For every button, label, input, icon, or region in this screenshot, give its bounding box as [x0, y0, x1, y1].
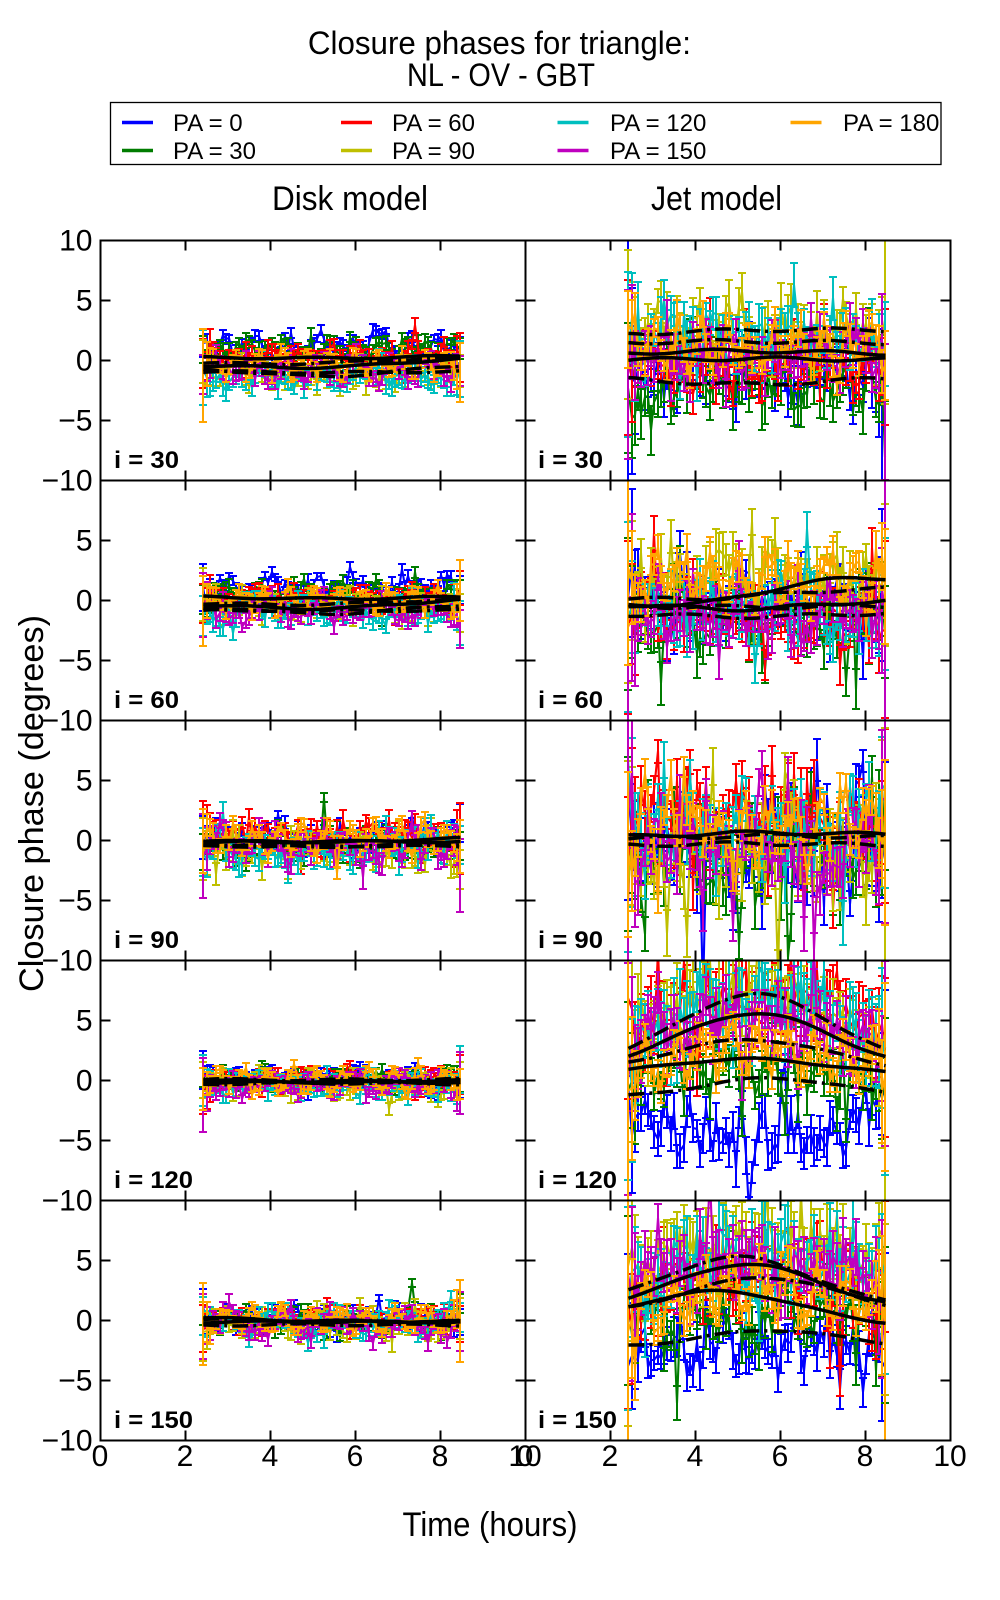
svg-text:PA = 180: PA = 180 — [843, 110, 939, 137]
svg-text:0: 0 — [76, 585, 93, 618]
svg-text:−10: −10 — [42, 465, 93, 498]
svg-text:8: 8 — [857, 1440, 874, 1473]
svg-text:PA = 120: PA = 120 — [610, 110, 706, 137]
svg-text:−5: −5 — [58, 405, 92, 438]
svg-text:−5: −5 — [58, 1365, 92, 1398]
svg-text:i = 60: i = 60 — [114, 687, 179, 714]
svg-text:PA = 90: PA = 90 — [392, 138, 475, 165]
svg-text:5: 5 — [76, 765, 93, 798]
svg-text:10: 10 — [508, 1440, 541, 1473]
svg-text:6: 6 — [347, 1440, 364, 1473]
svg-text:−5: −5 — [58, 645, 92, 678]
svg-text:i = 120: i = 120 — [114, 1167, 193, 1194]
svg-text:6: 6 — [772, 1440, 789, 1473]
svg-text:8: 8 — [432, 1440, 449, 1473]
svg-text:10: 10 — [933, 1440, 966, 1473]
svg-text:0: 0 — [76, 345, 93, 378]
svg-text:−10: −10 — [42, 705, 93, 738]
svg-text:5: 5 — [76, 1245, 93, 1278]
svg-text:PA = 30: PA = 30 — [173, 138, 256, 165]
svg-text:−10: −10 — [42, 945, 93, 978]
svg-text:i = 30: i = 30 — [114, 447, 179, 474]
svg-text:−5: −5 — [58, 885, 92, 918]
svg-text:−10: −10 — [42, 1425, 93, 1458]
svg-text:5: 5 — [76, 285, 93, 318]
svg-text:i = 30: i = 30 — [538, 447, 603, 474]
svg-text:−5: −5 — [58, 1125, 92, 1158]
svg-text:0: 0 — [517, 1440, 534, 1473]
svg-text:−10: −10 — [42, 1185, 93, 1218]
svg-text:PA = 60: PA = 60 — [392, 110, 475, 137]
svg-text:5: 5 — [76, 525, 93, 558]
svg-text:i = 120: i = 120 — [538, 1167, 617, 1194]
svg-text:4: 4 — [262, 1440, 279, 1473]
svg-text:Closure phases for triangle:: Closure phases for triangle: — [308, 25, 691, 61]
svg-text:2: 2 — [602, 1440, 619, 1473]
svg-text:0: 0 — [76, 1065, 93, 1098]
svg-text:i = 90: i = 90 — [114, 927, 179, 954]
svg-text:Jet model: Jet model — [651, 180, 782, 218]
svg-text:PA = 0: PA = 0 — [173, 110, 243, 137]
svg-text:4: 4 — [687, 1440, 704, 1473]
svg-text:PA = 150: PA = 150 — [610, 138, 706, 165]
svg-text:Closure phase (degrees): Closure phase (degrees) — [13, 615, 51, 992]
svg-text:0: 0 — [76, 1305, 93, 1338]
svg-text:i = 150: i = 150 — [538, 1407, 617, 1434]
svg-text:i = 150: i = 150 — [114, 1407, 193, 1434]
svg-text:Disk model: Disk model — [272, 180, 428, 218]
svg-text:2: 2 — [177, 1440, 194, 1473]
svg-text:0: 0 — [76, 825, 93, 858]
svg-text:i = 90: i = 90 — [538, 927, 603, 954]
svg-text:Time (hours): Time (hours) — [403, 1506, 578, 1544]
svg-text:10: 10 — [59, 225, 92, 258]
svg-text:0: 0 — [92, 1440, 109, 1473]
svg-text:i = 60: i = 60 — [538, 687, 603, 714]
svg-text:5: 5 — [76, 1005, 93, 1038]
svg-text:NL - OV - GBT: NL - OV - GBT — [407, 57, 595, 93]
